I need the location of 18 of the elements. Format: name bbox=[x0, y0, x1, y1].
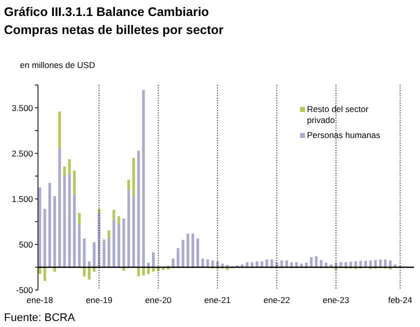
legend-label: Resto del sector privado bbox=[307, 104, 369, 125]
y-tick-label: -500 bbox=[16, 284, 34, 295]
x-tick-label: ene-20 bbox=[145, 295, 172, 305]
y-tick-label: 1.500 bbox=[12, 194, 34, 204]
y-tick-label: 3.500 bbox=[12, 102, 34, 113]
chart-title: Gráfico III.3.1.1 Balance Cambiario bbox=[4, 5, 210, 19]
chart-subtitle: Compras netas de billetes por sector bbox=[4, 23, 224, 37]
legend-label: Personas humanas bbox=[307, 130, 380, 140]
y-tick-label: 2.500 bbox=[12, 148, 34, 158]
y-axis-title: en millones de USD bbox=[20, 60, 96, 70]
x-tick-label: feb-24 bbox=[388, 295, 412, 305]
x-tick-label: ene-23 bbox=[322, 295, 350, 305]
x-tick-label: ene-19 bbox=[86, 295, 113, 305]
x-tick-label: ene-21 bbox=[204, 295, 232, 305]
source-note: Fuente: BCRA bbox=[4, 312, 76, 324]
y-tick-label: 500 bbox=[18, 239, 34, 250]
x-tick-label: ene-18 bbox=[26, 295, 54, 305]
x-tick-label: ene-22 bbox=[264, 295, 290, 305]
